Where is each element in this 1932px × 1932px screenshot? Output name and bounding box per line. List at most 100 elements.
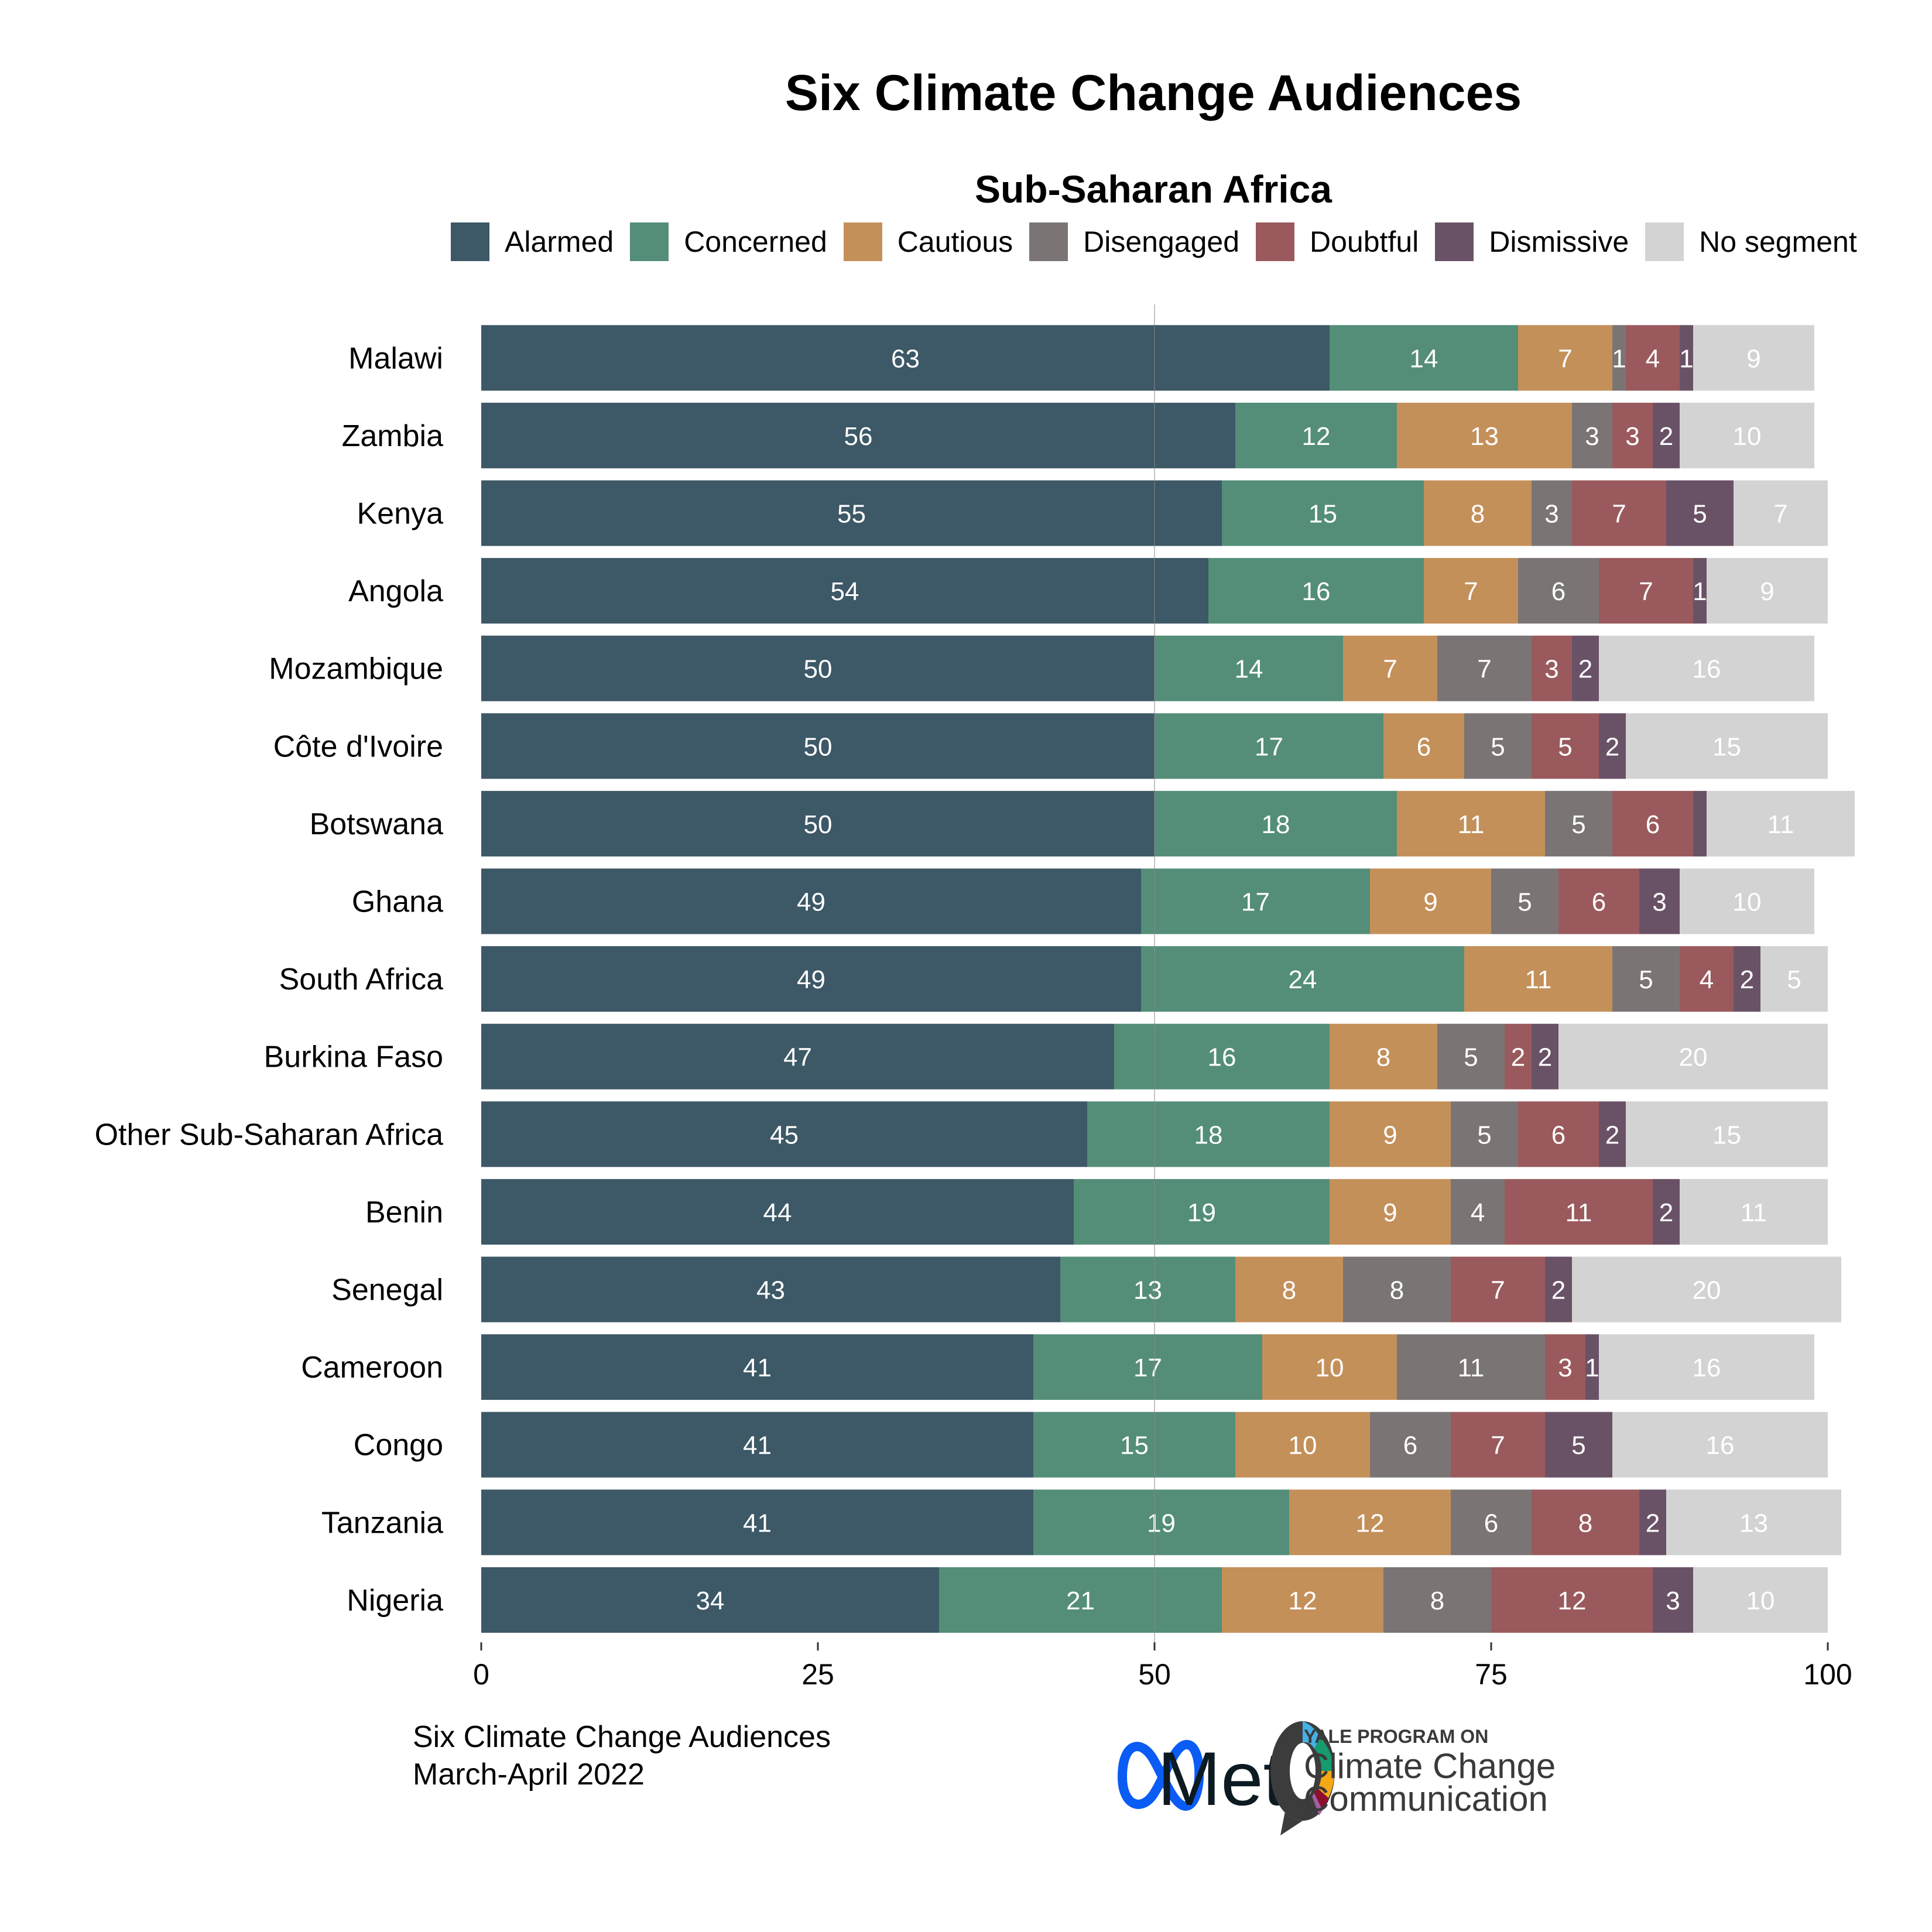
data-label: 5 — [1787, 965, 1801, 994]
bar-segment — [1599, 635, 1814, 701]
category-label: Burkina Faso — [264, 1040, 443, 1074]
bar-segment — [1383, 1567, 1491, 1633]
data-label: 7 — [1477, 655, 1491, 684]
data-label: 13 — [1739, 1509, 1768, 1537]
category-label: Cameroon — [301, 1351, 443, 1385]
data-label: 8 — [1390, 1276, 1404, 1305]
bar-segment — [1612, 790, 1693, 857]
data-label: 43 — [756, 1276, 785, 1305]
legend-item: Doubtful — [1256, 222, 1419, 261]
data-label: 12 — [1289, 1587, 1317, 1615]
bar-segment — [1235, 1256, 1343, 1323]
category-label: Ghana — [352, 885, 443, 919]
x-tick-label: 100 — [1803, 1658, 1852, 1691]
data-label: 49 — [797, 888, 825, 917]
data-label: 2 — [1740, 965, 1754, 994]
bar-segment — [1545, 1412, 1612, 1478]
data-label: 4 — [1471, 1198, 1485, 1227]
bar-segment — [1653, 1567, 1693, 1633]
data-label: 16 — [1208, 1043, 1236, 1072]
data-label: 17 — [1255, 732, 1283, 761]
x-tick-label: 75 — [1475, 1658, 1508, 1691]
footer-line-2: March-April 2022 — [413, 1758, 645, 1791]
data-label: 15 — [1712, 732, 1741, 761]
bar-segment — [1397, 1334, 1545, 1400]
data-label: 47 — [783, 1043, 812, 1072]
bar-segment — [1155, 635, 1343, 701]
bar-segment — [1599, 1101, 1626, 1167]
data-label: 14 — [1235, 655, 1263, 684]
bar-segment — [1397, 402, 1572, 468]
legend-swatch — [843, 222, 882, 261]
bar-segment — [481, 1023, 1114, 1090]
data-label: 5 — [1571, 810, 1585, 839]
data-label: 7 — [1491, 1431, 1505, 1460]
legend-item: No segment — [1645, 222, 1857, 261]
category-label: Malawi — [348, 341, 443, 375]
data-label: 15 — [1308, 500, 1337, 529]
bar-segment — [481, 635, 1155, 701]
legend-item: Alarmed — [451, 222, 614, 261]
category-label: Mozambique — [269, 652, 443, 686]
data-label: 9 — [1746, 344, 1760, 373]
data-label: 49 — [797, 965, 825, 994]
bar-segment — [1370, 868, 1491, 934]
data-label: 44 — [763, 1198, 792, 1227]
bar-segment — [1330, 325, 1518, 391]
bar-segment — [1599, 1334, 1814, 1400]
data-label: 2 — [1511, 1043, 1525, 1072]
data-label: 9 — [1423, 888, 1437, 917]
data-label: 3 — [1652, 888, 1666, 917]
data-label: 11 — [1767, 810, 1794, 839]
bar-segment — [1033, 1412, 1235, 1478]
bar-segment — [1639, 1489, 1666, 1556]
data-label: 10 — [1316, 1354, 1344, 1382]
yale-line-2: Communication — [1304, 1779, 1548, 1818]
data-label: 10 — [1746, 1587, 1775, 1615]
bar-segment — [1518, 1101, 1599, 1167]
bar-segment — [1693, 325, 1814, 391]
data-label: 18 — [1194, 1121, 1223, 1149]
bar-segment — [481, 946, 1141, 1012]
bar-segment — [1532, 480, 1572, 546]
data-label: 55 — [837, 500, 866, 529]
data-label: 5 — [1491, 732, 1505, 761]
data-label: 15 — [1120, 1431, 1149, 1460]
category-label: Nigeria — [347, 1584, 443, 1618]
bar-segment — [1060, 1256, 1235, 1323]
bar-segment — [1639, 868, 1680, 934]
data-label: 21 — [1066, 1587, 1095, 1615]
data-label: 3 — [1544, 655, 1558, 684]
data-label: 54 — [831, 577, 859, 606]
data-label: 12 — [1302, 422, 1331, 451]
bar-segment — [1626, 325, 1680, 391]
data-label: 2 — [1659, 422, 1673, 451]
data-label: 11 — [1525, 965, 1552, 994]
data-label: 7 — [1558, 344, 1572, 373]
data-label: 11 — [1741, 1198, 1767, 1227]
legend-label: Disengaged — [1083, 225, 1240, 258]
legend-swatch — [451, 222, 489, 261]
data-label: 8 — [1471, 500, 1485, 529]
data-label: 8 — [1430, 1587, 1444, 1615]
bar-segment — [1585, 1334, 1599, 1400]
data-label: 6 — [1417, 732, 1431, 761]
data-label: 2 — [1605, 1121, 1619, 1149]
bar-segment — [1289, 1489, 1451, 1556]
data-label: 6 — [1592, 888, 1606, 917]
bar-segment — [481, 1412, 1033, 1478]
data-label: 16 — [1302, 577, 1331, 606]
bar-segment — [1141, 868, 1370, 934]
data-label: 5 — [1517, 888, 1532, 917]
legend-item: Dismissive — [1435, 222, 1629, 261]
bar-segment — [1208, 558, 1424, 624]
bar-segment — [481, 558, 1208, 624]
legend-label: Dismissive — [1489, 225, 1629, 258]
bar-segment — [1424, 480, 1532, 546]
category-label: Kenya — [357, 497, 444, 531]
bar-segment — [481, 790, 1155, 857]
bar-segment — [1491, 868, 1558, 934]
legend-label: No segment — [1699, 225, 1857, 258]
bar-segment — [1693, 790, 1707, 857]
bar-segment — [1155, 790, 1397, 857]
